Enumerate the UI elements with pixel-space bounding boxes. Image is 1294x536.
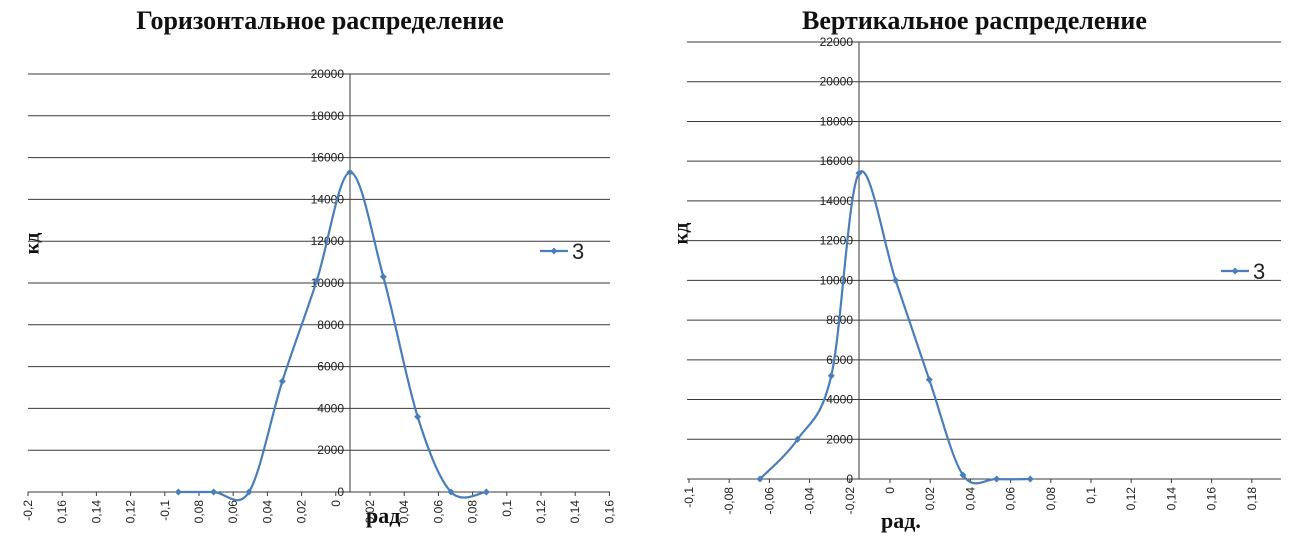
data-point <box>346 168 354 176</box>
y-tick-label: 2000 <box>826 432 853 446</box>
vertical-distribution-chart: Вертикальное распределение кд рад. 02000… <box>655 0 1294 536</box>
x-tick-label: 0,04 <box>963 487 977 511</box>
x-tick-label: 0,08 <box>1044 487 1058 511</box>
data-point <box>993 475 1001 483</box>
chart-plot: 0200040006000800010000120001400016000180… <box>682 35 1281 515</box>
data-point <box>245 488 253 496</box>
y-tick-label: 22000 <box>820 35 854 49</box>
x-tick-label: 0,14 <box>568 500 582 524</box>
legend-marker <box>550 247 558 255</box>
y-tick-label: 4000 <box>317 401 344 415</box>
data-point <box>827 372 835 380</box>
legend-label: 3 <box>572 239 584 264</box>
x-tick-label: 0,02 <box>923 487 937 511</box>
data-point <box>756 475 764 483</box>
x-tick-label: -0,2 <box>21 500 35 521</box>
data-point <box>278 377 286 385</box>
x-tick-label: 0,16 <box>55 500 69 524</box>
data-point <box>379 273 387 281</box>
x-tick-label: 0,02 <box>363 500 377 524</box>
x-tick-label: 0,12 <box>534 500 548 524</box>
y-tick-label: 6000 <box>317 360 344 374</box>
x-axis-label: рад <box>366 503 401 528</box>
series-line <box>178 171 487 502</box>
chart-plot: 0200040006000800010000120001400016000180… <box>21 67 616 524</box>
y-tick-label: 4000 <box>826 393 853 407</box>
x-tick-label: 0,08 <box>466 500 480 524</box>
y-tick-label: 16000 <box>820 154 854 168</box>
x-tick-label: 0,12 <box>124 500 138 524</box>
series-line <box>759 170 1031 485</box>
y-tick-label: 18000 <box>311 109 345 123</box>
y-tick-label: 8000 <box>317 318 344 332</box>
legend-marker <box>1231 267 1239 275</box>
y-tick-label: 14000 <box>820 194 854 208</box>
data-point <box>174 488 182 496</box>
x-tick-label: 0,18 <box>1245 487 1259 511</box>
data-point <box>210 488 218 496</box>
y-tick-label: 20000 <box>311 67 345 81</box>
y-tick-label: 12000 <box>820 234 854 248</box>
data-point <box>925 376 933 384</box>
chart-title: Горизонтальное распределение <box>136 6 504 35</box>
x-tick-label: 0,14 <box>1164 487 1178 511</box>
y-tick-label: 6000 <box>826 353 853 367</box>
x-tick-label: 0,04 <box>397 500 411 524</box>
x-tick-label: -0,1 <box>682 487 696 508</box>
x-tick-label: 0,12 <box>1124 487 1138 511</box>
chart-title: Вертикальное распределение <box>802 6 1147 35</box>
y-tick-label: 20000 <box>820 75 854 89</box>
data-point <box>1026 475 1034 483</box>
x-tick-label: 0,04 <box>260 500 274 524</box>
x-tick-label: 0,1 <box>500 500 514 517</box>
data-point <box>959 471 967 479</box>
data-point <box>447 488 455 496</box>
x-tick-label: 0 <box>329 500 343 507</box>
x-tick-label: 0,1 <box>1084 487 1098 504</box>
y-tick-label: 18000 <box>820 114 854 128</box>
y-tick-label: 2000 <box>317 443 344 457</box>
x-tick-label: -0,08 <box>722 487 736 515</box>
data-point <box>482 488 490 496</box>
x-tick-label: 0 <box>883 487 897 494</box>
data-point <box>313 277 321 285</box>
x-tick-label: -0,06 <box>762 487 776 515</box>
x-tick-label: 0,14 <box>89 500 103 524</box>
x-tick-label: 0,16 <box>1205 487 1219 511</box>
x-axis-label: рад. <box>881 508 921 533</box>
x-tick-label: 0,06 <box>226 500 240 524</box>
data-point <box>855 169 863 177</box>
x-tick-label: 0,06 <box>1004 487 1018 511</box>
y-tick-label: 10000 <box>311 276 345 290</box>
x-tick-label: 0,08 <box>192 500 206 524</box>
x-tick-label: 0,06 <box>431 500 445 524</box>
y-tick-label: 16000 <box>311 151 345 165</box>
x-tick-label: -0,04 <box>803 487 817 515</box>
x-tick-label: 0,16 <box>602 500 616 524</box>
x-tick-label: 0,02 <box>295 500 309 524</box>
data-point <box>794 435 802 443</box>
data-point <box>414 413 422 421</box>
y-tick-label: 10000 <box>820 273 854 287</box>
horizontal-distribution-chart: Горизонтальное распределение кд рад 0 200… <box>0 0 640 536</box>
y-tick-label: 0 <box>337 485 344 499</box>
x-tick-label: -0,1 <box>158 500 172 521</box>
x-tick-label: -0,02 <box>843 487 857 515</box>
data-point <box>892 276 900 284</box>
legend-label: 3 <box>1253 259 1265 284</box>
